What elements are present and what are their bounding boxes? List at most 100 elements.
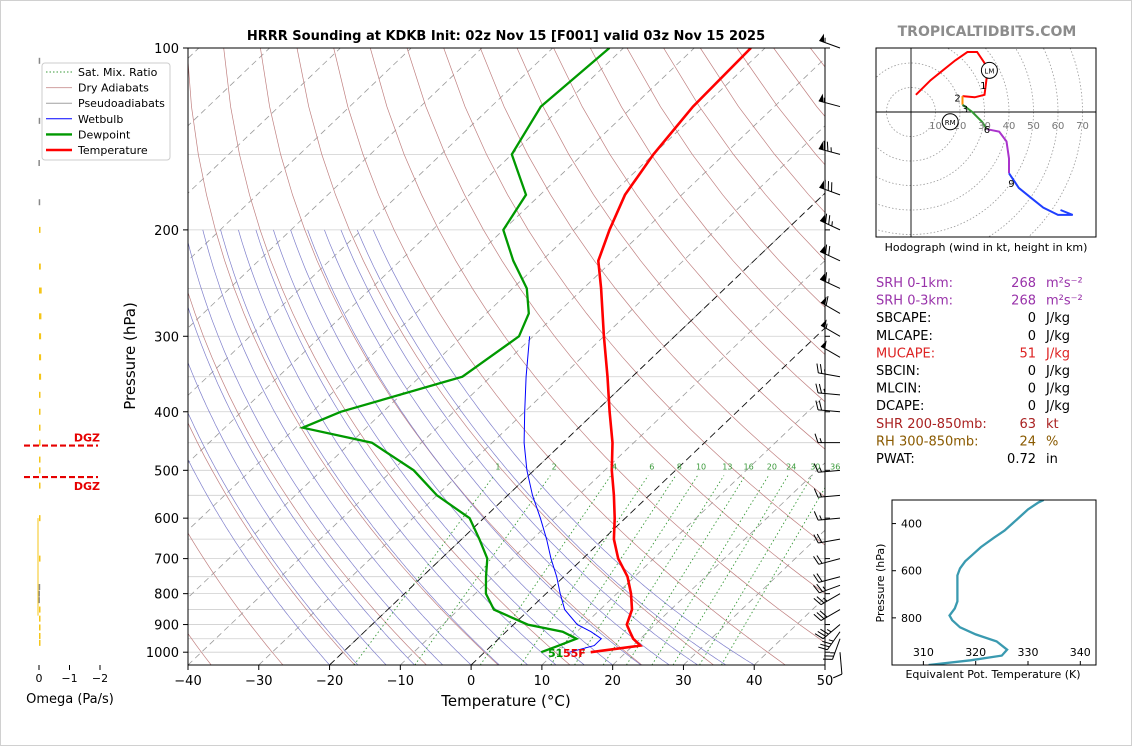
mixing-ratio-label: 4 [612, 462, 617, 471]
wind-barb [813, 583, 841, 594]
index-label: SBCAPE: [876, 311, 931, 326]
dry-adiabat [479, 48, 825, 498]
omega-bar [39, 354, 42, 361]
isotherm [258, 125, 825, 665]
omega-bar [38, 57, 41, 64]
temperature-ticks: −40 −30 −20 −10 0 10 20 30 40 50 [174, 665, 833, 689]
wind-barb [814, 624, 841, 640]
pseudoadiabat [238, 229, 528, 665]
legend-label: Dewpoint [78, 128, 131, 141]
key-isotherm [470, 327, 825, 665]
wetbulb-line [523, 336, 603, 653]
theta-e-y-label: Pressure (hPa) [874, 544, 887, 623]
barb-staff [822, 624, 841, 640]
barb-full [824, 179, 826, 190]
dry-adiabat [188, 422, 355, 665]
index-label: PWAT: [876, 452, 915, 467]
barb-staff [826, 631, 841, 651]
index-unit: J/kg [1045, 346, 1070, 361]
legend-label: Pseudoadiabats [78, 97, 165, 110]
omega-bar [39, 226, 41, 233]
index-unit: J/kg [1045, 311, 1070, 326]
omega-bar [39, 456, 41, 463]
index-value: 0 [1028, 329, 1036, 344]
hodograph-segment [961, 103, 988, 130]
omega-bar [39, 439, 41, 446]
theta-y-tick-label: 800 [901, 612, 922, 625]
dry-adiabat [260, 48, 643, 665]
wind-barb [813, 511, 841, 521]
wind-barb [833, 652, 843, 679]
barb-pennant [819, 180, 825, 190]
pseudoadiabat [307, 229, 642, 665]
omega-bar [39, 515, 41, 522]
hodograph-ring-label: 30 [978, 121, 991, 132]
index-value: 51 [1019, 346, 1036, 361]
x-tick-label: 10 [534, 674, 551, 689]
pseudoadiabat [188, 458, 330, 665]
isotherm [188, 57, 825, 665]
barb-full [825, 213, 828, 224]
x-tick-label: −40 [174, 674, 201, 689]
barb-staff [818, 517, 841, 521]
isotherm [188, 48, 766, 599]
barb-full [813, 574, 820, 583]
index-label: MUCAPE: [876, 346, 935, 361]
skewt-frame [187, 47, 826, 666]
y-tick-label: 700 [154, 553, 179, 568]
temperature-line [590, 48, 752, 654]
dry-adiabat [516, 48, 825, 450]
barb-full [822, 658, 833, 660]
barb-full [825, 296, 829, 306]
zero-isotherms [329, 192, 825, 665]
barb-pennant [818, 93, 824, 103]
chart-title: HRRR Sounding at KDKB Init: 02z Nov 15 [… [247, 29, 765, 44]
isotherm [188, 48, 695, 531]
index-value: 0 [1028, 364, 1036, 379]
hodograph-panel: 10 20 30 40 50 60 70 1 23 6 9 LM RM Hodograph (wind … [875, 47, 1097, 254]
dewpoint-line [298, 48, 611, 654]
hodograph-ring-label: 40 [1003, 121, 1016, 132]
mixing-ratio-line [651, 475, 769, 665]
index-value: 24 [1019, 434, 1036, 449]
pseudoadiabat [188, 305, 415, 665]
pseudoadiabat [340, 229, 698, 665]
index-value: 0 [1028, 399, 1036, 414]
hodograph-segment [986, 128, 1010, 174]
hodograph-height-label: 6 [984, 125, 990, 136]
mixing-ratio-label: 2 [552, 462, 557, 471]
mixing-ratio-label: 36 [830, 462, 840, 471]
pseudoadiabat [220, 229, 500, 665]
theta-e-ticks: 310 320 330 340 400 600 800 [892, 518, 1091, 665]
wind-barb [815, 400, 841, 413]
index-value: 0 [1028, 382, 1036, 397]
barb-full [823, 140, 826, 151]
theta-e-panel: 310 320 330 340 400 600 800 Equivalent Pot. Te… [874, 499, 1097, 681]
storm-motion-label: LM [984, 67, 994, 75]
mixing-ratio-line [626, 475, 746, 665]
hodograph-caption: Hodograph (wind in kt, height in km) [885, 241, 1088, 254]
mixing-ratio-label: 13 [722, 462, 732, 471]
omega-x-ticks: 0 −1 −2 [36, 665, 108, 685]
wind-barb [819, 272, 841, 289]
key-isotherm [329, 192, 825, 665]
hodograph-height-label: 9 [1008, 179, 1014, 190]
mixing-ratio-line [672, 475, 789, 665]
index-unit: J/kg [1045, 382, 1070, 397]
surface-dewpoint-label: 51 [548, 647, 563, 660]
barb-full [816, 583, 824, 592]
wind-barb [820, 296, 841, 314]
barb-full [833, 673, 843, 679]
barb-staff [832, 638, 841, 660]
mixing-ratio-label: 6 [649, 462, 654, 471]
barb-full [828, 215, 831, 225]
hodograph-segment [915, 51, 989, 99]
hodograph-segment [1008, 172, 1074, 216]
wind-barb [818, 140, 841, 155]
index-label: DCAPE: [876, 399, 924, 414]
x-tick-label: 40 [746, 674, 763, 689]
index-label: MLCIN: [876, 382, 921, 397]
x-tick-label: 0 [467, 674, 475, 689]
theta-x-tick-label: 320 [965, 646, 986, 659]
mixing-ratio-line [550, 475, 677, 665]
